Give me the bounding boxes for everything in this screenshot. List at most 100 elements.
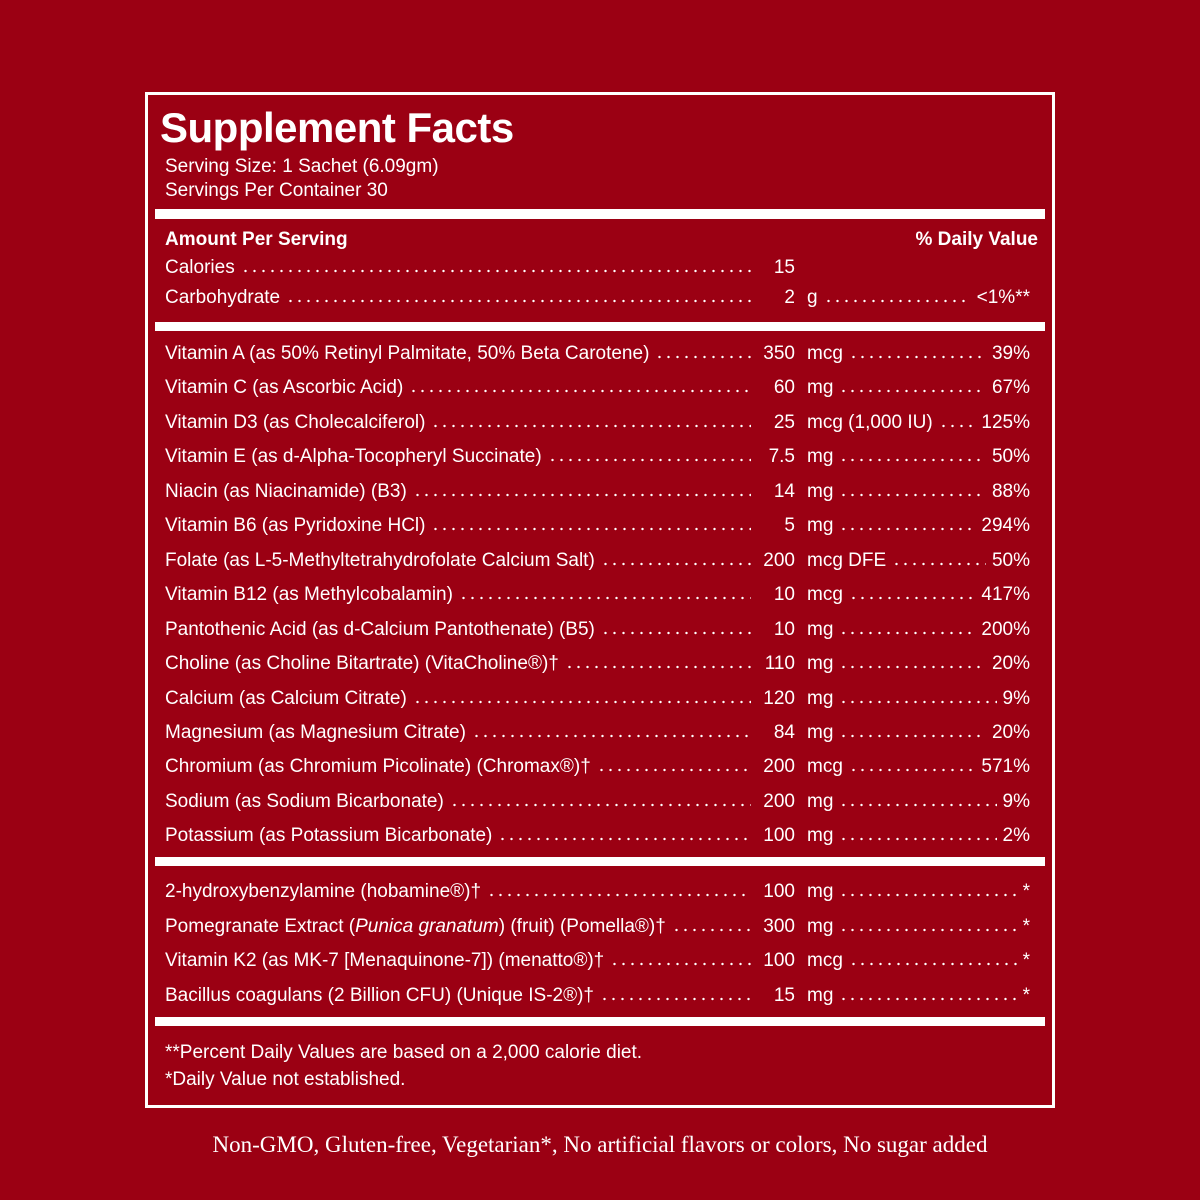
unit: mg [807,480,834,502]
unit: mg [807,790,834,812]
nutrient-name: Bacillus coagulans (2 Billion CFU) (Uniq… [165,984,595,1006]
nutrient-dv: mg 88% [795,481,1030,503]
facts-box [145,92,1055,1108]
amount: 200 [763,756,795,778]
nutrient-name: Vitamin A (as 50% Retinyl Palmitate, 50%… [165,343,650,364]
daily-value: 200% [981,618,1030,640]
title: Supplement Facts [160,104,514,151]
nutrient-name: 2-hydroxybenzylamine (hobamine®)† [165,881,482,902]
nutrient-main: Bacillus coagulans (2 Billion CFU) (Uniq… [165,985,795,1007]
unit: mg [807,446,834,468]
amount: 14 [773,480,795,502]
leader [839,990,1017,1001]
leader [240,263,751,273]
amount: 15 [773,257,795,278]
unit: mg [807,721,834,743]
tagline: Non-GMO, Gluten-free, Vegetarian*, No ar… [212,1132,988,1157]
leader [839,383,986,394]
nutrient-dv: mg * [795,916,1030,938]
leader [848,349,986,359]
leader [892,555,986,566]
leader [600,555,751,566]
nutrient-name: Calories [165,257,235,278]
nutrient-name: Chromium (as Chromium Picolinate) (Chrom… [165,756,591,778]
leader [839,521,976,532]
nutrient-row: Vitamin B12 (as Methylcobalamin) 10 mcg 417… [165,582,1030,608]
leader [449,796,751,807]
nutrient-dv: mg 20% [795,653,1030,675]
unit: mg [807,984,834,1006]
unit: mcg [807,343,843,364]
nutrient-name: Vitamin C (as Ascorbic Acid) [165,377,404,399]
nutrient-name: Sodium (as Sodium Bicarbonate) [165,790,444,812]
nutrient-row: Folate (as L-5-Methyltetrahydrofolate Ca… [165,548,1030,574]
leader [839,624,976,635]
nutrient-name: Vitamin D3 (as Cholecalciferol) [165,411,426,433]
nutrient-row: Sodium (as Sodium Bicarbonate) 200 mg 9% [165,789,1030,815]
nutrient-row: Pantothenic Acid (as d-Calcium Pantothen… [165,617,1030,643]
nutrient-row: 2-hydroxybenzylamine (hobamine®)† 100 mg * [165,879,1030,905]
nutrient-main: Potassium (as Potassium Bicarbonate) 100 [165,825,795,847]
daily-value: 88% [991,480,1030,502]
leader [848,956,1017,967]
nutrient-row: Choline (as Choline Bitartrate) (VitaCho… [165,651,1030,677]
nutrient-name: Pomegranate Extract (Punica granatum) (f… [165,916,666,938]
amount: 2 [784,287,795,308]
amount: 25 [773,411,795,433]
nutrient-row: Magnesium (as Magnesium Citrate) 84 mg 20% [165,720,1030,746]
amount: 350 [763,343,795,364]
daily-value: 9% [1002,790,1030,812]
leader [839,831,997,842]
nutrient-main: Calcium (as Calcium Citrate) 120 [165,688,795,710]
nutrient-row: Chromium (as Chromium Picolinate) (Chrom… [165,754,1030,780]
leader [412,486,751,497]
nutrient-row: Potassium (as Potassium Bicarbonate) 100 m… [165,823,1030,849]
nutrient-dv: mg 2% [795,825,1030,847]
unit: mcg [807,756,843,778]
nutrient-name: Pantothenic Acid (as d-Calcium Pantothen… [165,618,595,640]
leader [471,727,751,738]
amount: 7.5 [768,446,795,468]
nutrient-row: Calcium (as Calcium Citrate) 120 mg 9% [165,686,1030,712]
nutrient-main: Pantothenic Acid (as d-Calcium Pantothen… [165,619,795,641]
unit: mg [807,915,834,937]
daily-value: * [1022,881,1030,902]
leader [498,831,751,842]
amount: 200 [763,790,795,812]
nutrient-main: Vitamin B12 (as Methylcobalamin) 10 [165,584,795,606]
daily-value: 50% [991,446,1030,468]
daily-value: * [1022,915,1030,937]
leader [823,293,971,303]
nutrient-main: Magnesium (as Magnesium Citrate) 84 [165,722,795,744]
nutrient-main: 2-hydroxybenzylamine (hobamine®)† 100 [165,881,795,903]
nutrient-dv: mg 200% [795,619,1030,641]
leader [547,452,751,463]
nutrient-dv: mg 50% [795,446,1030,468]
nutrient-main: Vitamin C (as Ascorbic Acid) 60 [165,377,795,399]
amount: 100 [763,825,795,847]
nutrient-main: Carbohydrate 2 [165,287,795,309]
nutrient-name: Choline (as Choline Bitartrate) (VitaCho… [165,653,559,675]
amount: 120 [763,687,795,709]
nutrient-row: Carbohydrate 2 g <1%** [165,285,1030,311]
leader [839,659,986,670]
leader [596,762,751,773]
nutrient-main: Folate (as L-5-Methyltetrahydrofolate Ca… [165,550,795,572]
nutrient-row: Bacillus coagulans (2 Billion CFU) (Uniq… [165,983,1030,1009]
nutrient-main: Vitamin E (as d-Alpha-Tocopheryl Succina… [165,446,795,468]
divider [155,857,1045,866]
nutrient-name: Folate (as L-5-Methyltetrahydrofolate Ca… [165,549,595,571]
nutrient-name: Vitamin K2 (as MK-7 [Menaquinone-7]) (me… [165,950,605,972]
nutrient-dv: mg * [795,881,1030,903]
nutrient-dv: mg 294% [795,515,1030,537]
nutrient-row: Niacin (as Niacinamide) (B3) 14 mg 88% [165,479,1030,505]
nutrient-main: Vitamin D3 (as Cholecalciferol) 25 [165,412,795,434]
leader [286,293,751,303]
leader [431,417,751,428]
nutrient-dv: mcg 571% [795,756,1030,778]
nutrient-dv: mcg * [795,950,1030,972]
amount: 60 [773,377,795,399]
leader [655,349,751,359]
nutrient-row: Vitamin D3 (as Cholecalciferol) 25 mcg (1,… [165,410,1030,436]
nutrient-dv: mcg 39% [795,343,1030,365]
